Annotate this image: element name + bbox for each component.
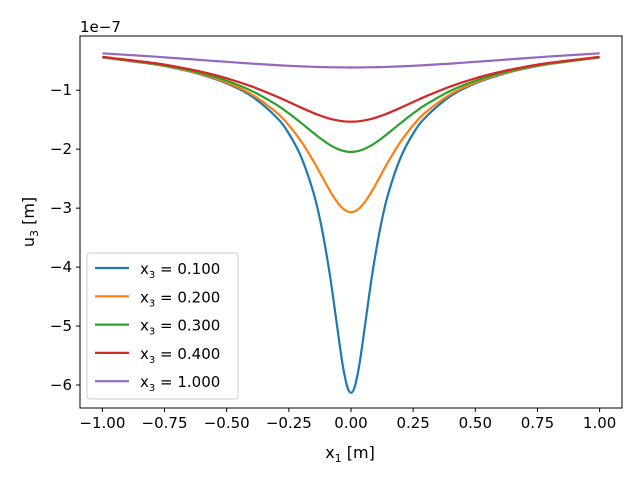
y-tick-label: −5 bbox=[50, 317, 72, 335]
x-tick-label: 0.75 bbox=[521, 414, 554, 432]
legend-entry: x3 = 0.200 bbox=[95, 288, 220, 309]
legend-label: x3 = 0.200 bbox=[140, 288, 220, 309]
series-line-0 bbox=[102, 56, 600, 394]
x-tick-label: 0.00 bbox=[334, 414, 367, 432]
legend-entry: x3 = 0.400 bbox=[95, 345, 220, 366]
y-tick-label: −3 bbox=[50, 199, 72, 217]
y-tick-label: −1 bbox=[50, 81, 72, 99]
series-line-2 bbox=[102, 56, 600, 153]
x-tick-label: 1.00 bbox=[583, 414, 616, 432]
x-tick-label: −0.25 bbox=[266, 414, 312, 432]
x-tick-label: −0.75 bbox=[142, 414, 188, 432]
legend: x3 = 0.100 x3 = 0.200 x3 = 0.300 x3 = 0.400… bbox=[86, 252, 239, 400]
y-axis-ticks: −1 −2 −3 −4 −5 −6 bbox=[50, 81, 80, 394]
y-offset-label: 1e−7 bbox=[80, 18, 121, 36]
series-lines bbox=[102, 52, 600, 394]
legend-box bbox=[86, 252, 239, 400]
y-tick-label: −6 bbox=[50, 376, 72, 394]
series-line-3 bbox=[102, 55, 600, 123]
legend-entry: x3 = 0.300 bbox=[95, 317, 220, 338]
legend-label: x3 = 1.000 bbox=[140, 373, 220, 394]
series-line-1 bbox=[102, 56, 600, 214]
legend-entry: x3 = 0.100 bbox=[95, 260, 220, 281]
y-axis-label: u3 [m] bbox=[19, 197, 41, 247]
x-axis-label: x1 [m] bbox=[325, 443, 375, 465]
x-tick-label: 0.50 bbox=[459, 414, 492, 432]
series-line-4 bbox=[102, 52, 600, 69]
x-tick-label: −0.50 bbox=[204, 414, 250, 432]
legend-label: x3 = 0.100 bbox=[140, 260, 220, 281]
y-tick-label: −2 bbox=[50, 140, 72, 158]
legend-entry: x3 = 1.000 bbox=[95, 373, 220, 394]
legend-label: x3 = 0.300 bbox=[140, 317, 220, 338]
x-tick-label: −1.00 bbox=[79, 414, 125, 432]
x-axis-ticks: −1.00 −0.75 −0.50 −0.25 0.00 0.25 0.50 0.75 1.00 bbox=[79, 408, 616, 432]
x-tick-label: 0.25 bbox=[396, 414, 429, 432]
legend-label: x3 = 0.400 bbox=[140, 345, 220, 366]
y-tick-label: −4 bbox=[50, 258, 72, 276]
